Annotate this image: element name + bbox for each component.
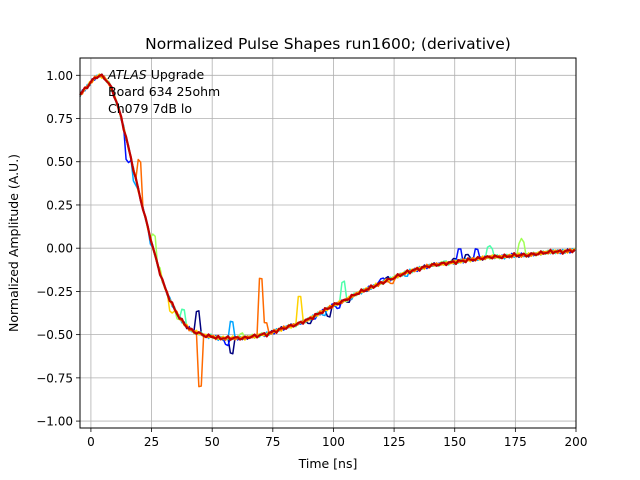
y-tick-label: −1.00	[36, 415, 73, 429]
x-tick-label: 0	[87, 435, 95, 449]
plot-area	[80, 58, 576, 428]
y-tick-label: 0.25	[46, 198, 73, 212]
series-lines	[79, 73, 576, 388]
atlas-annotation: ATLAS Upgrade Board 634 25ohm Ch079 7dB …	[107, 67, 220, 116]
x-tick-label: 50	[205, 435, 220, 449]
y-tick-label: −0.75	[36, 371, 73, 385]
annotation-line-1: ATLAS Upgrade	[107, 67, 204, 82]
annotation-line-3: Ch079 7dB lo	[108, 101, 192, 116]
x-tick-label: 75	[265, 435, 280, 449]
y-tick-label: 0.50	[46, 155, 73, 169]
y-tick-label: −0.50	[36, 328, 73, 342]
x-tick-label: 100	[322, 435, 345, 449]
x-tick-label: 175	[504, 435, 527, 449]
atlas-label: ATLAS	[107, 67, 147, 82]
y-tick-label: 0.75	[46, 112, 73, 126]
x-axis-label: Time [ns]	[298, 456, 358, 471]
series-line-phase-7	[79, 73, 576, 341]
axes-frame	[79, 57, 577, 429]
x-tick-label: 25	[144, 435, 159, 449]
upgrade-label: Upgrade	[147, 67, 205, 82]
y-tick-label: 1.00	[46, 69, 73, 83]
annotation-line-2: Board 634 25ohm	[108, 84, 220, 99]
chart-title: Normalized Pulse Shapes run1600; (deriva…	[145, 35, 511, 53]
x-tick-label: 150	[443, 435, 466, 449]
y-tick-label: −0.25	[36, 285, 73, 299]
y-tick-label: 0.00	[46, 242, 73, 256]
axis-ticks: 0 25 50 75 100 125 150 175 200 −1.00 −0.75 −0.50 −0.…	[36, 69, 587, 449]
grid-lines	[80, 58, 577, 428]
x-tick-label: 200	[565, 435, 588, 449]
x-tick-label: 125	[383, 435, 406, 449]
y-axis-label: Normalized Amplitude (A.U.)	[6, 154, 21, 332]
